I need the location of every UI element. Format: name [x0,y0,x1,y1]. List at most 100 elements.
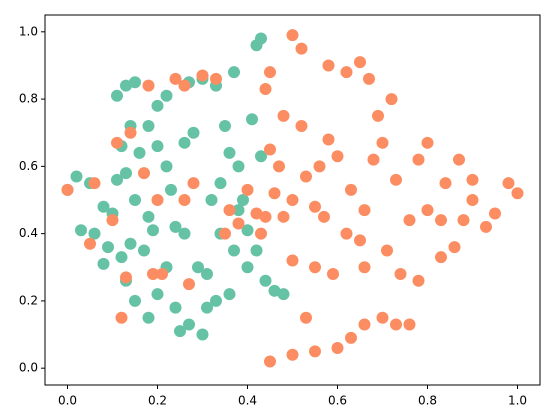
point [331,150,344,163]
point [129,76,141,89]
point [453,153,465,166]
point [358,318,371,331]
point [480,220,492,233]
point [142,120,155,132]
point [421,204,434,217]
point [169,72,182,85]
point [219,227,231,240]
point [88,177,101,190]
x-tick-label: 0.0 [58,394,77,408]
point [403,214,416,227]
point [151,288,164,301]
x-tick-label: 0.4 [238,394,257,408]
point [183,318,195,331]
point [309,200,321,213]
point [277,109,290,122]
point [115,251,128,264]
point [61,183,74,196]
point [309,345,321,358]
point [124,126,137,139]
point [412,274,425,287]
point [390,318,402,331]
point [232,217,245,230]
point [84,237,96,250]
point [363,72,375,85]
point [201,268,213,280]
point [264,143,276,156]
point [241,224,254,237]
point [223,146,236,159]
point [340,66,353,79]
point [421,136,434,149]
point [259,274,272,287]
point [322,133,335,146]
point [138,167,150,180]
point [372,109,384,122]
point [151,194,164,206]
point [169,220,182,233]
point [223,204,236,217]
point [502,177,515,190]
point [466,194,479,206]
point [196,328,209,341]
point [385,93,398,106]
point [309,261,321,274]
point [160,89,173,102]
point [201,301,213,314]
point [255,32,267,45]
point [210,72,222,85]
point [178,227,191,240]
y-tick-label: 1.0 [19,24,38,38]
point [376,136,389,149]
point [142,210,155,223]
point [178,194,191,206]
point [187,126,200,139]
point [354,234,366,247]
point [300,170,312,183]
point [210,294,222,307]
point [367,153,380,166]
point [102,241,114,254]
point [435,214,447,227]
point [394,268,407,280]
point [178,136,191,149]
point [286,348,299,361]
point [120,167,132,180]
point [511,187,524,200]
point [318,210,330,223]
point [286,29,299,42]
point [219,120,231,132]
point [250,207,263,220]
point [286,194,299,206]
y-tick-label: 0.4 [19,226,38,240]
point [174,325,186,338]
point [151,99,164,112]
point [264,66,276,79]
point [75,224,87,237]
point [115,311,128,324]
point [273,160,285,173]
point [97,257,110,270]
point [390,173,402,186]
point [448,241,461,254]
point [142,311,155,324]
point [381,244,393,257]
point [169,301,182,314]
point [237,194,249,206]
point [129,294,141,307]
point [120,79,132,92]
point [277,210,290,223]
point [214,177,227,190]
point [489,207,501,220]
point [246,113,258,126]
point [439,177,452,190]
point [192,261,204,274]
point [376,311,389,324]
point [142,79,155,92]
point [358,204,371,217]
point [106,214,119,227]
point [358,261,371,274]
point [354,56,366,69]
